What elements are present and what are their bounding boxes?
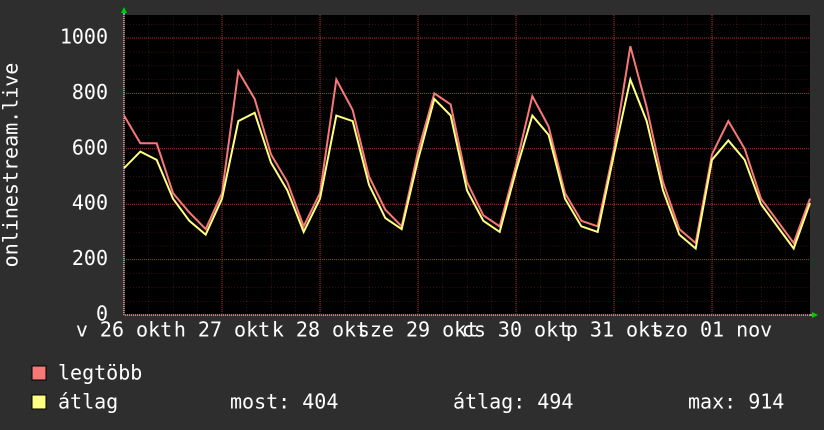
series-line: [123, 76, 811, 251]
y-axis-label: onlinestream.live: [0, 63, 23, 268]
x-tick-label: cs 30 okt: [462, 318, 570, 342]
stat-value: 914: [748, 390, 784, 414]
x-tick-label: h 27 okt: [174, 318, 270, 342]
stat-value: 404: [302, 390, 338, 414]
y-arrow: [121, 7, 127, 13]
x-tick-label: szo 01 nov: [652, 318, 772, 342]
y-tick-label: 400: [72, 191, 108, 215]
minor-grid: [124, 15, 810, 315]
y-tick-label: 0: [96, 302, 108, 326]
y-tick-label: 1000: [60, 24, 108, 48]
legend-label: legtöbb: [58, 361, 142, 385]
y-tick-label: 600: [72, 135, 108, 159]
stat-label: átlag:: [453, 390, 525, 414]
x-tick-label: p 31 okt: [566, 318, 662, 342]
legend-swatch: [31, 365, 47, 381]
stat-value: 494: [537, 390, 573, 414]
x-tick-label: sze 29 okt: [358, 318, 478, 342]
y-tick-label: 200: [72, 246, 108, 270]
x-tick-label: k 28 okt: [272, 318, 368, 342]
stat-label: max:: [688, 390, 736, 414]
legend-label: átlag: [58, 390, 118, 414]
series-line: [123, 46, 811, 246]
x-tick-label: v 26 okt: [76, 318, 172, 342]
x-arrow: [812, 312, 818, 318]
legend-swatch: [31, 394, 47, 410]
stat-label: most:: [230, 390, 290, 414]
y-tick-label: 800: [72, 80, 108, 104]
